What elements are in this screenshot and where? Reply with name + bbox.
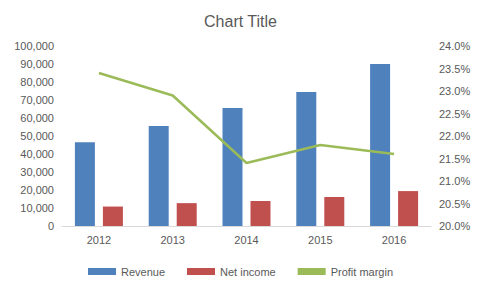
svg-text:23.0%: 23.0% [439,85,470,97]
svg-text:90,000: 90,000 [20,58,54,70]
svg-text:100,000: 100,000 [14,40,54,52]
svg-text:20.0%: 20.0% [439,220,470,232]
svg-text:30,000: 30,000 [20,166,54,178]
svg-text:2014: 2014 [234,234,258,246]
svg-text:21.0%: 21.0% [439,175,470,187]
svg-text:22.0%: 22.0% [439,130,470,142]
svg-text:Profit margin: Profit margin [331,266,393,278]
svg-text:70,000: 70,000 [20,94,54,106]
svg-text:50,000: 50,000 [20,130,54,142]
svg-text:10,000: 10,000 [20,202,54,214]
svg-text:60,000: 60,000 [20,112,54,124]
svg-text:20,000: 20,000 [20,184,54,196]
svg-text:22.5%: 22.5% [439,108,470,120]
svg-text:40,000: 40,000 [20,148,54,160]
svg-text:Revenue: Revenue [121,266,165,278]
svg-text:Net income: Net income [220,266,276,278]
svg-text:Chart Title: Chart Title [204,13,277,30]
svg-text:2016: 2016 [382,234,406,246]
svg-text:24.0%: 24.0% [439,40,470,52]
svg-text:20.5%: 20.5% [439,198,470,210]
svg-text:23.5%: 23.5% [439,63,470,75]
svg-text:21.5%: 21.5% [439,153,470,165]
svg-text:80,000: 80,000 [20,76,54,88]
svg-text:0: 0 [48,220,54,232]
svg-text:2015: 2015 [308,234,332,246]
svg-text:2013: 2013 [160,234,184,246]
svg-text:2012: 2012 [87,234,111,246]
